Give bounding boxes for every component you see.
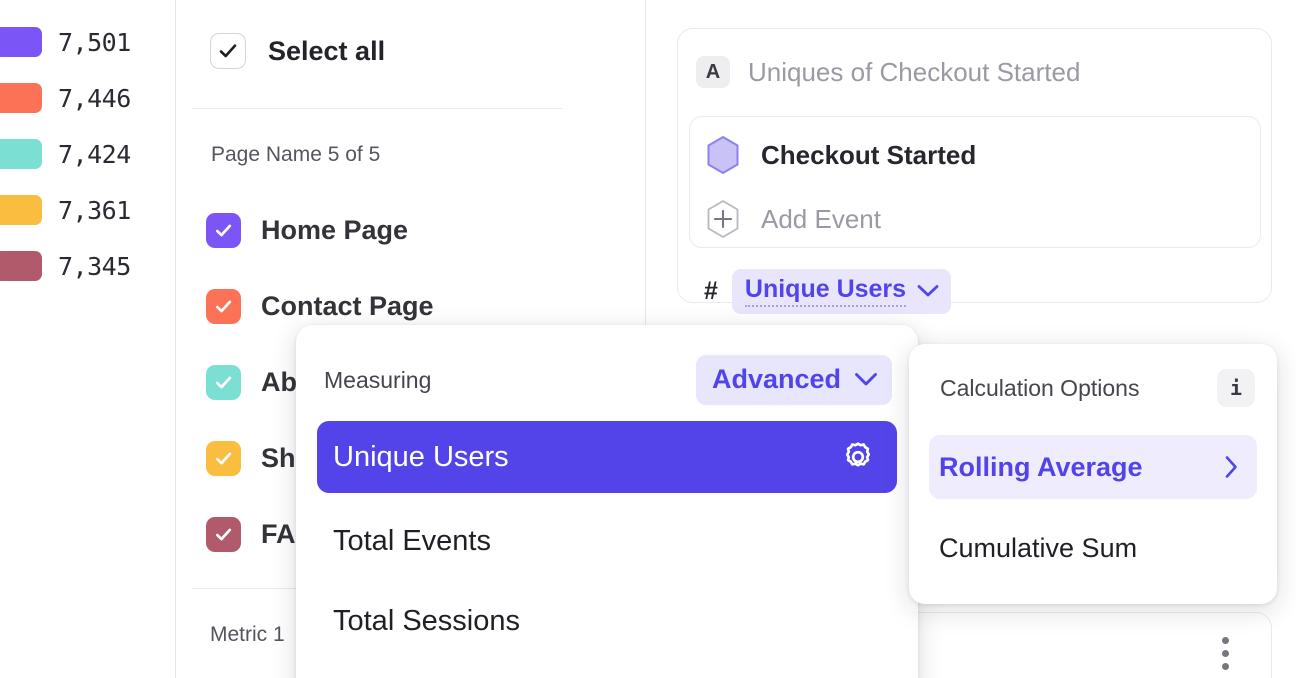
legend-swatch [0, 139, 42, 169]
check-icon [215, 300, 232, 312]
legend-value: 7,361 [58, 195, 131, 225]
check-icon [219, 44, 237, 58]
select-all-row[interactable]: Select all [210, 33, 385, 69]
hexagon-icon [707, 135, 739, 175]
legend-value: 7,501 [58, 27, 131, 57]
event-row[interactable]: Checkout Started [704, 134, 976, 176]
legend-item: 7,501 [0, 22, 131, 62]
option-label: Home Page [261, 214, 409, 245]
panel-divider-left [175, 0, 176, 678]
kebab-dot [1222, 650, 1229, 657]
legend-swatch [0, 27, 42, 57]
calculation-option-label: Rolling Average [939, 451, 1143, 482]
metric-label: Metric 1 [210, 623, 285, 646]
more-options-icon[interactable] [1222, 637, 1229, 670]
chevron-down-icon [855, 373, 877, 386]
select-all-label: Select all [268, 35, 386, 66]
group-label: Page Name 5 of 5 [211, 143, 381, 166]
add-event-hexagon-icon [707, 199, 739, 239]
kebab-dot [1222, 637, 1229, 644]
measuring-mode-chip[interactable]: Advanced [695, 355, 892, 405]
metric-title-placeholder: Uniques of Checkout Started [748, 56, 1081, 87]
add-event-label: Add Event [761, 203, 881, 234]
measure-chip[interactable]: Unique Users [731, 269, 952, 314]
legend-item: 7,361 [0, 190, 131, 230]
legend-value: 7,446 [58, 83, 131, 113]
kebab-dot [1222, 663, 1229, 670]
option-label: Contact Page [261, 290, 434, 321]
measuring-header: Measuring Advanced [324, 355, 892, 405]
check-icon [215, 528, 232, 540]
option-checkbox[interactable] [206, 288, 241, 324]
measure-chip-label: Unique Users [744, 275, 907, 307]
select-all-checkbox[interactable] [210, 33, 246, 69]
option-checkbox[interactable] [206, 364, 241, 400]
legend-swatch [0, 83, 42, 113]
calculation-options-title: Calculation Options [940, 374, 1140, 401]
legend-item: 7,446 [0, 78, 131, 118]
calculation-option-label: Cumulative Sum [939, 532, 1138, 563]
gear-icon[interactable] [841, 440, 875, 474]
legend-swatch [0, 195, 42, 225]
metric-letter-badge: A [696, 56, 730, 88]
legend-item: 7,424 [0, 134, 131, 174]
chart-legend: 7,501 7,446 7,424 7,361 7,345 [0, 0, 175, 678]
divider [192, 108, 562, 109]
measuring-popover: Measuring Advanced Unique Users Total Ev… [296, 325, 918, 678]
check-icon [215, 224, 232, 236]
measuring-option-total-events[interactable]: Total Events [317, 505, 897, 577]
measuring-option-unique-users[interactable]: Unique Users [317, 421, 897, 493]
measuring-option-label: Unique Users [333, 440, 509, 473]
event-name: Checkout Started [761, 139, 977, 170]
calculation-option-cumulative-sum[interactable]: Cumulative Sum [929, 516, 1257, 580]
check-icon [215, 376, 232, 388]
chevron-down-icon [917, 285, 939, 297]
list-item[interactable]: Contact Page [206, 286, 434, 326]
measuring-label: Measuring [324, 366, 432, 393]
measuring-option-total-sessions[interactable]: Total Sessions [317, 585, 897, 657]
option-checkbox[interactable] [206, 440, 241, 476]
measuring-mode-label: Advanced [711, 364, 841, 394]
option-checkbox[interactable] [206, 516, 241, 552]
check-icon [215, 452, 232, 464]
legend-value: 7,424 [58, 139, 131, 169]
measure-selector-row: # Unique Users [704, 269, 952, 314]
measuring-option-label: Total Events [333, 524, 491, 557]
measuring-option-label: Total Sessions [333, 604, 520, 637]
option-checkbox[interactable] [206, 212, 241, 248]
add-event-row[interactable]: Add Event [704, 198, 881, 240]
calculation-option-rolling-average[interactable]: Rolling Average [929, 435, 1257, 499]
legend-item: 7,345 [0, 246, 131, 286]
legend-swatch [0, 251, 42, 281]
hash-icon: # [704, 277, 718, 305]
calculation-options-header: Calculation Options i [940, 369, 1255, 407]
calculation-options-popover: Calculation Options i Rolling Average Cu… [909, 344, 1277, 604]
list-item[interactable]: Home Page [206, 210, 408, 250]
chevron-right-icon [1225, 456, 1237, 478]
info-icon[interactable]: i [1217, 369, 1255, 407]
metric-card: A Uniques of Checkout Started Checkout S… [677, 28, 1272, 314]
metric-title-row[interactable]: A Uniques of Checkout Started [696, 56, 1080, 88]
event-list-box: Checkout Started Add Event [689, 116, 1261, 248]
legend-value: 7,345 [58, 251, 131, 281]
